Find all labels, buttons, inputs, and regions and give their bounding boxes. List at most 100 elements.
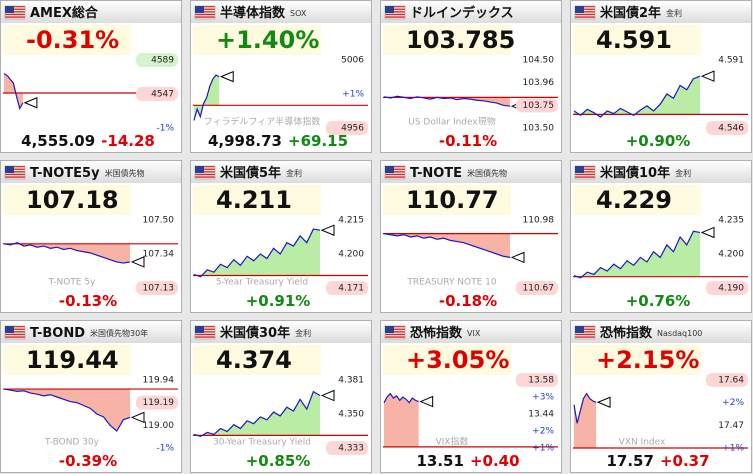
footer: 4,998.73 +69.15 — [208, 132, 348, 150]
footer: +0.90% — [626, 132, 691, 150]
footer-item: 13.51 — [416, 452, 463, 470]
side-label-box — [516, 98, 558, 113]
headline: 110.77 — [406, 186, 499, 214]
flag-stripe — [575, 333, 595, 336]
area-fill — [194, 229, 320, 277]
tile: 恐怖指数 Nasdaq100 +2.15% VXN Index 17.64 +2% 17.4… — [570, 320, 752, 473]
tile-title: 恐怖指数 VIX — [410, 325, 481, 341]
flag-stripe — [195, 11, 215, 13]
side-label-box — [326, 281, 368, 295]
last-marker — [130, 411, 145, 424]
flag-stripe — [575, 16, 595, 18]
tile-title: 恐怖指数 Nasdaq100 — [600, 325, 702, 341]
tile-header — [1, 1, 181, 23]
headline: 4.229 — [596, 186, 672, 214]
footer: 17.57 +0.37 — [606, 452, 709, 470]
last-marker — [700, 226, 715, 239]
side-label-box — [136, 53, 178, 67]
title-sub: VIX — [467, 329, 481, 338]
flag-canton — [575, 326, 584, 333]
tile-header — [571, 1, 751, 23]
title-text: 半導体指数 — [220, 5, 286, 21]
side-label: 4.333 — [338, 444, 364, 454]
tile-header — [381, 161, 561, 183]
side-label: 4.190 — [718, 284, 744, 294]
side-label-box — [706, 373, 748, 387]
flag-stripe — [385, 336, 405, 338]
footer-item: -14.28 — [101, 132, 155, 150]
watermark: US Dollar Index現物 — [408, 116, 495, 128]
flag-stripe — [385, 8, 405, 10]
flag-stripe — [195, 331, 215, 333]
headline: 119.44 — [26, 346, 119, 374]
tile-title: AMEX総合 — [30, 5, 99, 21]
footer-item: 4,555.09 — [21, 132, 95, 150]
footer-item: -0.13% — [59, 292, 117, 310]
watermark: T-NOTE 5y — [48, 278, 97, 288]
flag-stripe — [195, 336, 215, 338]
footer-item: 4,998.73 — [208, 132, 282, 150]
tile-header — [1, 161, 181, 183]
flag-stripe — [5, 331, 25, 333]
flag-stripe — [5, 326, 25, 328]
price-line — [383, 392, 419, 404]
headline: 4.211 — [216, 186, 292, 214]
footer: +0.76% — [626, 292, 691, 310]
side-label: 110.98 — [523, 216, 555, 226]
tile: 米国債2年 金利 4.591 4.591 4.546 +0.90% — [570, 0, 752, 153]
flag-stripe — [5, 176, 25, 178]
watermark: VIX指数 — [436, 436, 469, 448]
headline: 4.374 — [216, 346, 292, 374]
side-label: 110.67 — [523, 284, 555, 294]
tile: T-NOTE5y 米国債先物 107.18 T-NOTE 5y 107.50 107.34… — [0, 160, 182, 313]
side-label: 107.50 — [143, 216, 175, 226]
last-marker — [320, 389, 335, 402]
side-label-box — [136, 87, 178, 101]
price-line — [573, 392, 597, 424]
flag-stripe — [575, 336, 595, 338]
flag-stripe — [385, 11, 405, 13]
flag-stripe — [5, 8, 25, 10]
flag-stripe — [5, 6, 25, 8]
flag-stripe — [575, 168, 595, 170]
side-label: -1% — [156, 444, 174, 454]
flag-canton — [575, 166, 584, 173]
tile-title: 半導体指数 SOX — [220, 5, 307, 21]
flag-stripe — [575, 326, 595, 328]
area-fill — [384, 393, 419, 447]
tile: 恐怖指数 VIX +3.05% VIX指数 13.58 +3% 13.44 +2% +1% 13.… — [380, 320, 562, 473]
flag-stripe — [385, 6, 405, 8]
last-marker — [596, 396, 611, 409]
side-label: 103.75 — [523, 101, 555, 111]
price-line — [383, 95, 511, 107]
tile-header — [571, 321, 751, 343]
title-sub: 金利 — [286, 168, 302, 178]
flag-stripe — [385, 333, 405, 336]
side-label-box — [516, 373, 558, 387]
flag-stripe — [385, 166, 405, 168]
area-fill — [574, 393, 597, 448]
side-label: 13.44 — [528, 410, 554, 420]
flag-stripe — [385, 168, 405, 170]
title-sub: 米国債先物 — [467, 168, 507, 178]
footer-item: +0.40 — [470, 452, 520, 470]
flag-stripe — [195, 8, 215, 10]
footer-item: -0.18% — [439, 292, 497, 310]
footer: -0.13% — [59, 292, 117, 310]
flag-canton — [5, 6, 14, 13]
flag-stripe — [5, 166, 25, 168]
title-sub: 金利 — [675, 168, 691, 178]
tile-title: T-NOTE5y 米国債先物 — [30, 166, 145, 181]
footer: +0.91% — [246, 292, 311, 310]
footer-item: -0.39% — [59, 452, 117, 470]
last-marker — [130, 256, 145, 268]
tile-header — [191, 161, 371, 183]
flag-stripe — [575, 176, 595, 178]
flag-canton — [5, 166, 14, 173]
title-text: 米国債30年 — [220, 325, 290, 341]
side-label: +3% — [532, 393, 554, 403]
tile: T-NOTE 米国債先物 110.77 TREASURY NOTE 10 110.98 1… — [380, 160, 562, 313]
title-text: ドルインデックス — [410, 5, 514, 21]
side-label: 119.00 — [143, 421, 175, 431]
flag-canton — [385, 326, 394, 333]
